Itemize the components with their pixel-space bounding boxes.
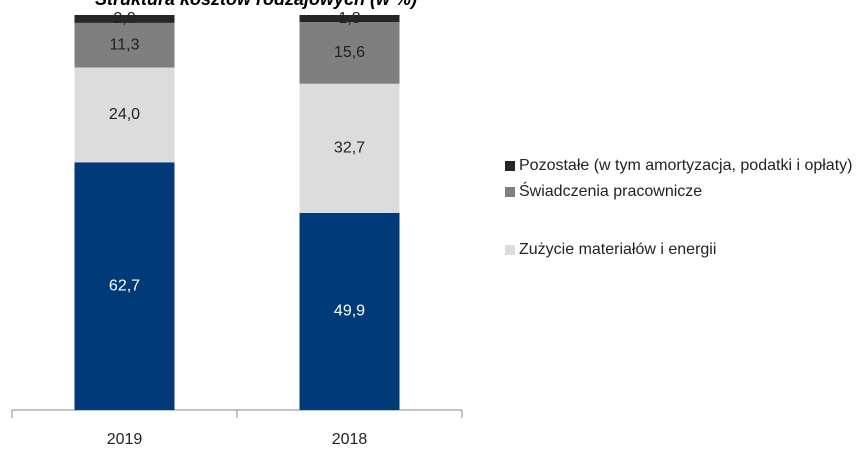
legend-swatch [505,245,515,255]
data-label: 11,3 [110,36,140,53]
bar-segment [299,15,400,23]
legend-swatch [505,161,515,171]
bar-segment [74,162,175,410]
legend-label: Pozostałe (w tym amortyzacja, podatki i … [519,157,853,174]
chart-title: Struktura kosztów rodzajowych (w %) [95,0,417,9]
bar-segment [299,83,400,213]
data-label: 49,9 [334,303,365,320]
bar-segment [299,22,400,84]
legend-entry: Pozostałe (w tym amortyzacja, podatki i … [505,157,860,175]
legend-label: Świadczenia pracownicze [519,183,703,200]
bar-segment [74,22,175,68]
data-label: 24,0 [109,106,140,123]
data-label: 15,6 [334,44,365,61]
legend-entry: Świadczenia pracownicze [505,183,860,201]
data-label: 62,7 [109,277,140,294]
legend-swatch [505,187,515,197]
data-label: 32,7 [334,140,365,157]
bar-segment [74,67,175,163]
bar-segment [299,212,400,410]
legend-label: Zużycie materiałów i energii [519,241,717,258]
bar-segment [74,15,175,23]
data-label: 1,8 [338,10,360,27]
x-tick-label: 2019 [107,431,143,448]
x-tick-label: 2018 [332,431,368,448]
legend-entry: Zużycie materiałów i energii [505,241,860,259]
data-label: 2,0 [113,10,135,27]
